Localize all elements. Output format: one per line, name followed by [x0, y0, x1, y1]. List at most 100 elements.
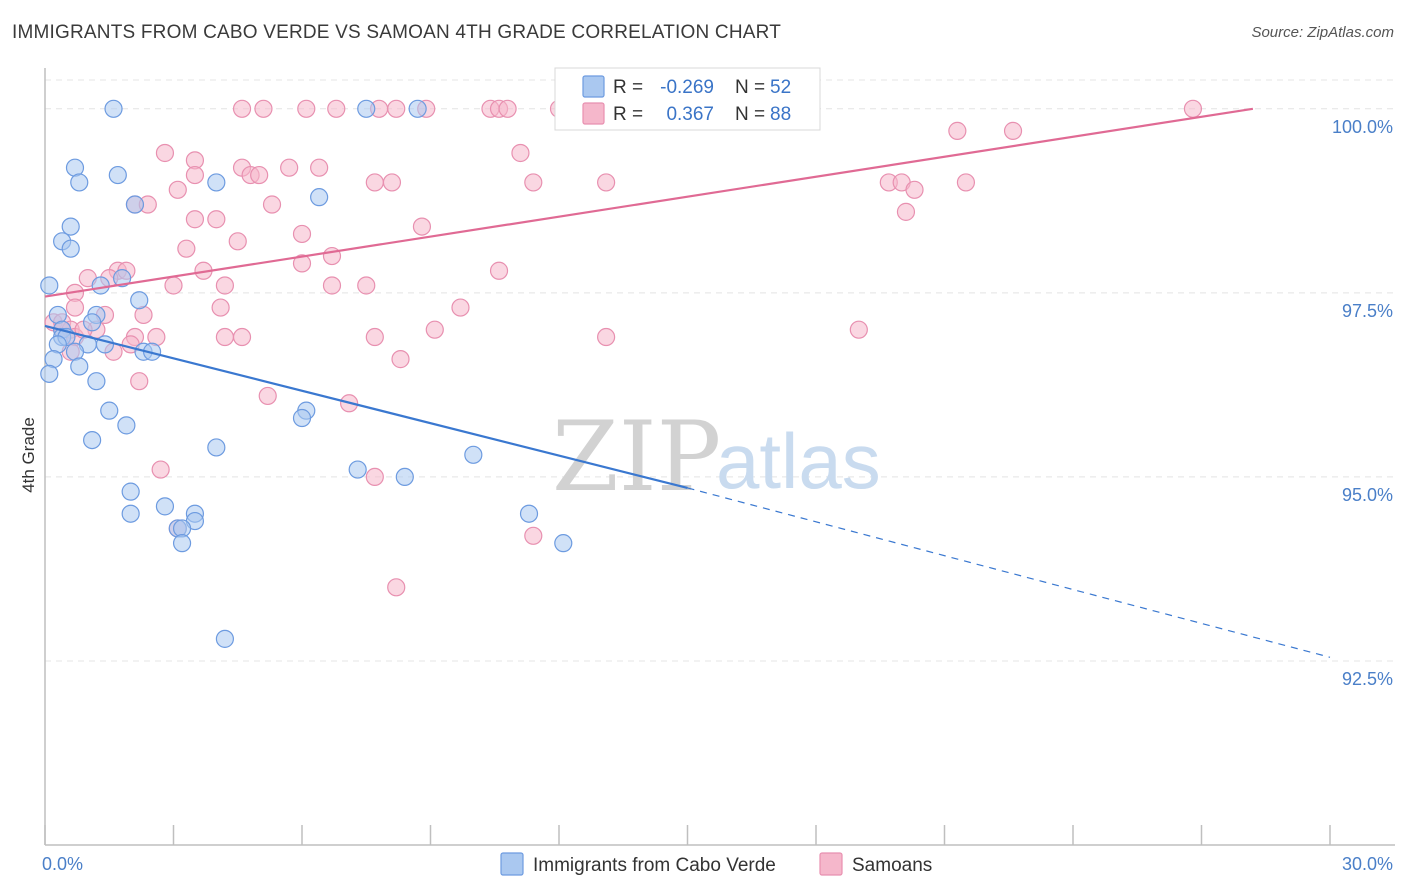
samoan-point-48	[489, 261, 509, 280]
cabo-verde-trend-line	[44, 324, 688, 490]
cabo-verde-point-4	[70, 173, 89, 192]
cabo-verde-point-34	[292, 408, 312, 428]
samoan-point-0	[232, 99, 252, 118]
bottom-legend-label-pink: Samoans	[852, 855, 932, 876]
samoan-point-12	[1183, 99, 1203, 118]
cabo-verde-point-30	[40, 364, 59, 383]
data-points	[40, 99, 1203, 648]
cabo-verde-point-37	[207, 438, 226, 457]
samoan-point-31	[168, 180, 187, 199]
samoan-point-30	[956, 173, 976, 192]
watermark: ZIP atlas	[552, 401, 881, 513]
samoan-point-27	[597, 173, 616, 192]
samoan-point-9	[498, 99, 517, 118]
bottom-legend-swatch-blue	[500, 852, 524, 876]
samoan-point-36	[896, 202, 916, 221]
samoan-point-80	[258, 386, 277, 406]
samoan-point-85	[524, 526, 543, 545]
source-label: Source: ZipAtlas.com	[1251, 24, 1394, 41]
samoan-point-1	[254, 99, 273, 118]
x-tick-labels: 0.0% 30.0%	[42, 854, 1393, 874]
legend-swatch-pink	[582, 102, 605, 125]
samoan-point-78	[391, 350, 410, 369]
samoan-point-74	[849, 320, 868, 339]
x-tick-label-0: 0.0%	[42, 854, 83, 874]
cabo-verde-point-44	[121, 504, 140, 523]
samoan-point-65	[425, 320, 444, 339]
samoan-point-39	[412, 217, 432, 236]
cabo-verde-point-42	[155, 497, 175, 516]
samoan-point-37	[185, 210, 205, 229]
samoan-point-79	[130, 372, 149, 391]
cabo-verde-point-50	[554, 534, 573, 553]
cabo-verde-point-14	[112, 269, 132, 288]
y-tick-label-0: 100.0%	[1332, 117, 1393, 137]
samoan-point-53	[357, 276, 376, 295]
samoan-point-2	[297, 99, 316, 118]
samoan-point-70	[215, 327, 234, 347]
samoan-point-24	[365, 173, 384, 192]
y-tick-label-2: 95.0%	[1342, 485, 1393, 505]
cabo-verde-point-31	[87, 372, 106, 391]
samoan-point-73	[597, 327, 616, 347]
legend-r-label-2: R =	[613, 104, 643, 125]
samoan-point-86	[387, 578, 406, 597]
samoan-point-44	[292, 254, 312, 273]
y-axis-label: 4th Grade	[19, 417, 38, 493]
cabo-verde-point-0	[104, 99, 123, 118]
legend-r-value-1: -0.269	[660, 77, 714, 98]
samoan-point-71	[232, 327, 252, 347]
cabo-verde-trend-extension	[687, 487, 1331, 658]
samoan-point-57	[451, 298, 470, 317]
y-tick-labels: 100.0% 97.5% 95.0% 92.5%	[1332, 117, 1393, 689]
cabo-verde-point-12	[40, 276, 59, 295]
cabo-verde-point-1	[357, 99, 376, 118]
cabo-verde-point-35	[117, 416, 136, 435]
samoan-point-23	[250, 165, 269, 185]
legend-r-value-2: 0.367	[666, 104, 714, 125]
samoan-point-38	[207, 210, 226, 229]
legend-n-label-1: N =	[735, 77, 765, 98]
samoan-point-58	[65, 298, 85, 317]
cabo-verde-point-11	[61, 239, 80, 258]
chart-title: IMMIGRANTS FROM CABO VERDE VS SAMOAN 4TH…	[12, 22, 782, 43]
series-legend: Immigrants from Cabo Verde Samoans	[500, 852, 932, 876]
cabo-verde-point-18	[83, 313, 102, 332]
samoan-point-34	[262, 195, 282, 214]
x-tick-label-1: 30.0%	[1342, 854, 1393, 874]
samoan-point-35	[905, 180, 924, 199]
cabo-verde-point-38	[464, 445, 483, 464]
cabo-verde-point-41	[121, 482, 140, 501]
watermark-zip: ZIP	[552, 401, 721, 513]
legend-n-value-1: 52	[770, 77, 791, 98]
samoan-point-19	[280, 158, 299, 177]
cabo-verde-point-32	[100, 401, 119, 420]
cabo-verde-point-2	[408, 99, 427, 118]
samoan-trend-line	[44, 107, 1254, 298]
cabo-verde-point-45	[519, 504, 539, 523]
cabo-verde-point-49	[172, 534, 192, 553]
cabo-verde-point-13	[91, 276, 110, 295]
cabo-verde-point-9	[61, 217, 80, 236]
samoan-point-52	[322, 276, 342, 295]
samoan-point-82	[151, 460, 170, 479]
samoan-point-40	[292, 224, 312, 244]
samoan-point-51	[164, 276, 183, 295]
samoan-point-21	[185, 165, 205, 185]
cabo-verde-point-6	[207, 173, 226, 192]
cabo-verde-point-8	[310, 188, 329, 207]
cabo-verde-point-5	[108, 165, 127, 185]
samoan-point-16	[511, 143, 530, 163]
samoan-point-83	[365, 467, 384, 487]
cabo-verde-point-40	[395, 467, 414, 487]
samoan-point-5	[387, 99, 406, 118]
cabo-verde-point-15	[130, 291, 149, 310]
bottom-legend-swatch-pink	[819, 852, 843, 876]
cabo-verde-point-7	[125, 195, 145, 214]
samoan-point-42	[177, 239, 196, 258]
samoan-point-14	[1003, 121, 1023, 140]
samoan-point-54	[215, 276, 234, 295]
stats-legend: R = -0.269 N = 52 R = 0.367 N = 88	[554, 67, 821, 131]
samoan-point-26	[524, 173, 543, 192]
